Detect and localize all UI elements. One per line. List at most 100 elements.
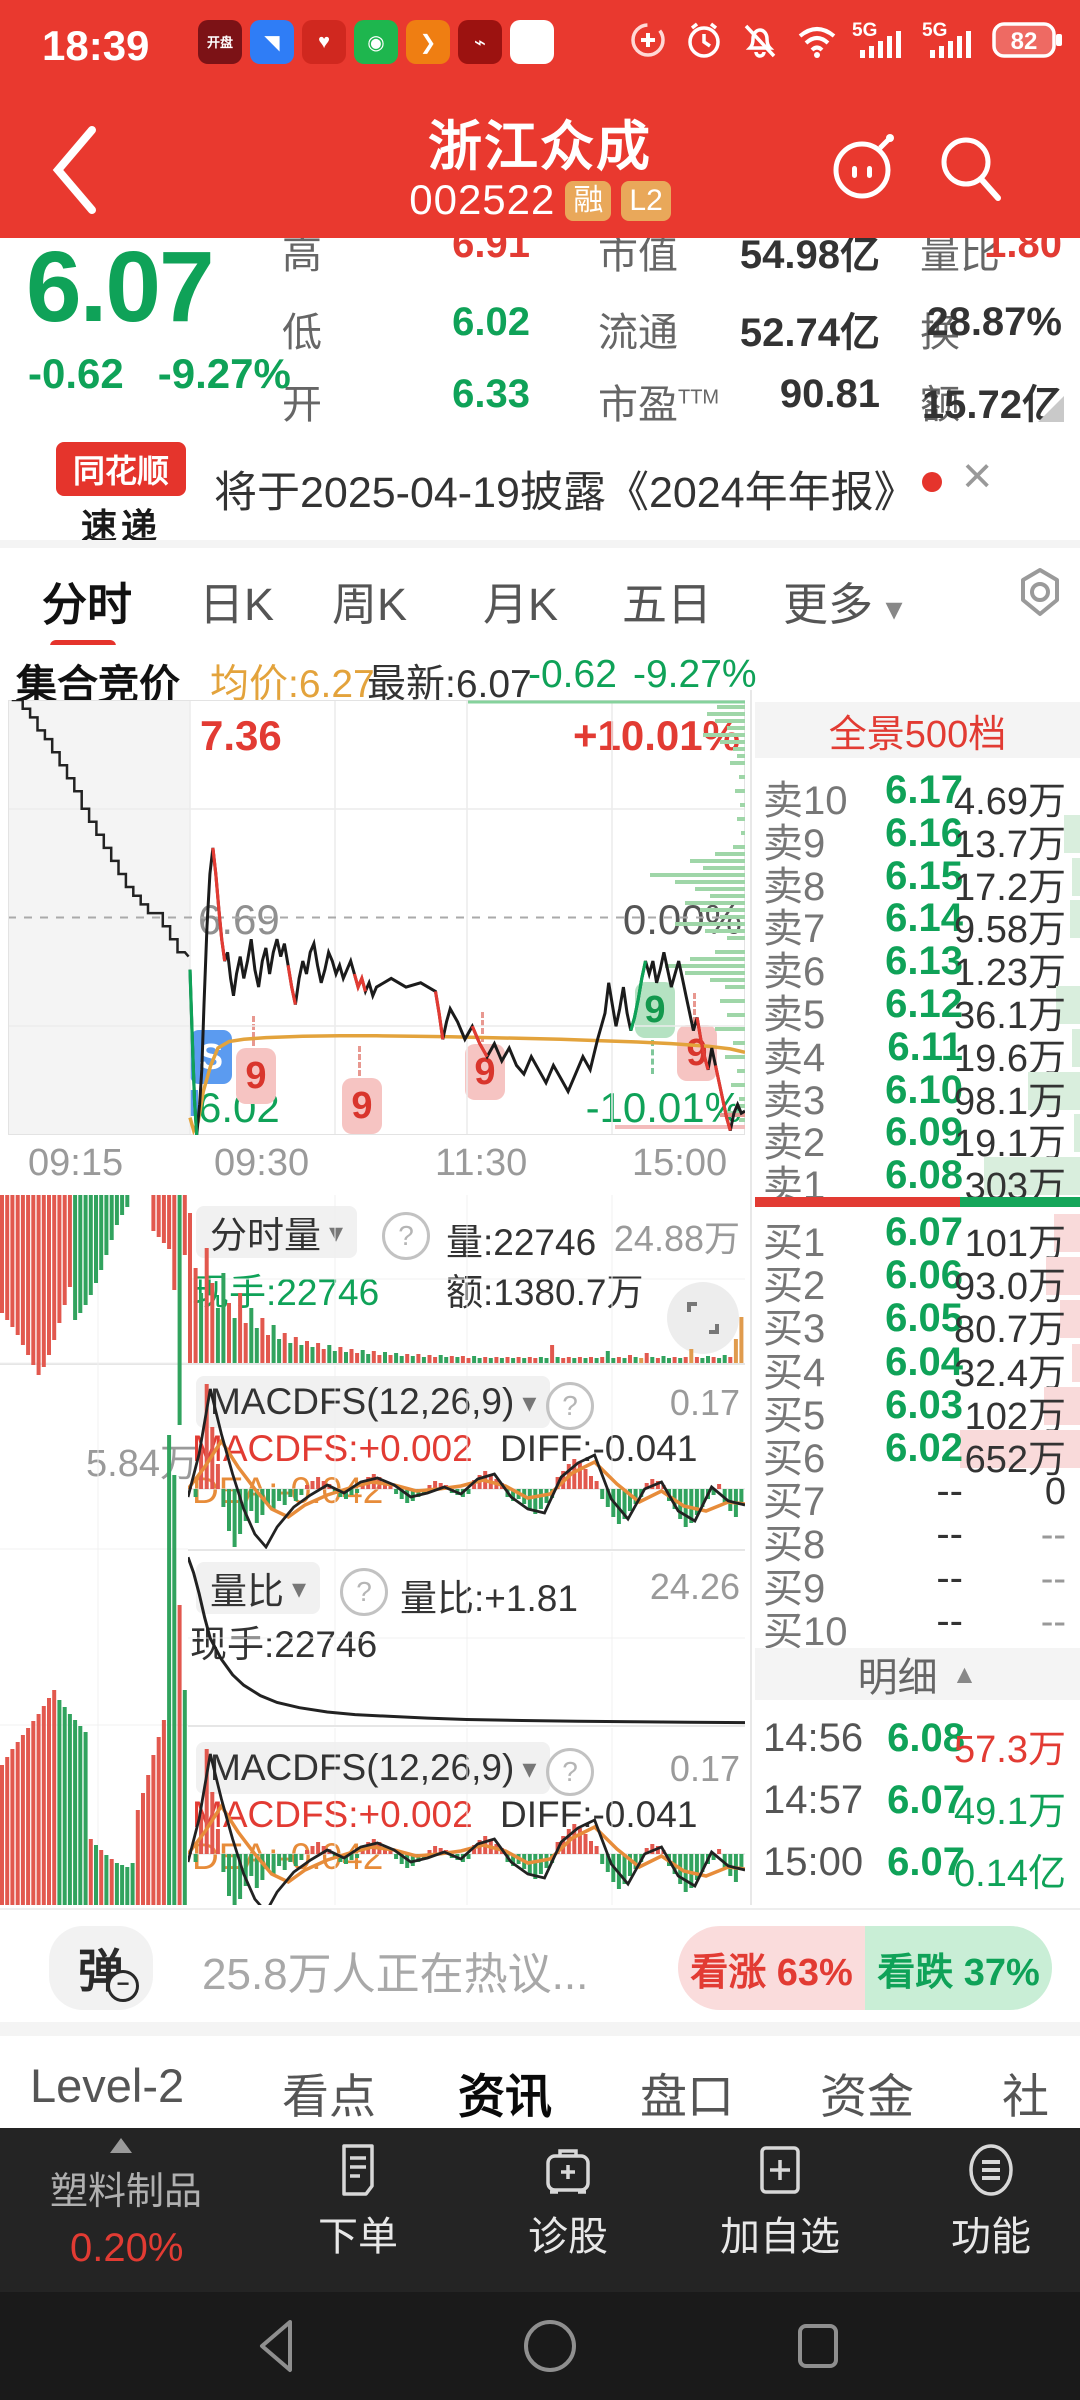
macd-pane-2[interactable]	[188, 1728, 745, 1905]
stat-label: 额	[920, 383, 960, 427]
sell-level-row[interactable]: 卖4 6.11 19.6万	[755, 1024, 1080, 1080]
liangbi-pane[interactable]	[188, 1552, 745, 1725]
help-icon[interactable]: ?	[546, 1748, 594, 1796]
unread-dot	[922, 472, 942, 492]
quote-panel[interactable]: 6.07 -0.62 -9.27% 高 6.91 低 6.02 开 6.33 市值 54.98…	[0, 238, 1080, 428]
stat-label: 市盈TTM	[598, 383, 720, 427]
detail-header[interactable]: 明细 ▲	[755, 1648, 1080, 1700]
stat-value: 6.02	[452, 300, 530, 344]
sell-level-row[interactable]: 卖6 6.13 1.23万	[755, 939, 1080, 994]
sell-level-row[interactable]: 卖8 6.15 17.2万	[755, 854, 1080, 909]
hot-discussion-text[interactable]: 25.8万人正在热议...	[202, 1950, 589, 1999]
trade-detail-row[interactable]: 14:56 6.08 57.3万	[755, 1716, 1080, 1771]
android-recents-button[interactable]	[788, 2316, 848, 2376]
tab-five-day[interactable]: 五日	[622, 579, 713, 630]
quote-stat-row: 流通 52.74亿	[0, 300, 1080, 355]
buy-level-row[interactable]: 买4 6.04 32.4万	[755, 1340, 1080, 1395]
help-icon[interactable]: ?	[340, 1568, 388, 1616]
level-price: 6.16	[885, 810, 963, 855]
buy-level-row[interactable]: 买7 -- 0	[755, 1469, 1080, 1524]
level-price: 6.05	[885, 1296, 963, 1341]
nav-add-watchlist[interactable]: 加自选	[695, 2140, 865, 2262]
bottom-nav: 塑料制品 0.20% 下单 诊股 加自选 功能	[0, 2128, 1080, 2292]
back-button[interactable]	[40, 120, 110, 220]
buy-level-row[interactable]: 买9 -- --	[755, 1556, 1080, 1611]
help-icon[interactable]: ?	[382, 1212, 430, 1260]
level-price: --	[936, 1598, 963, 1643]
quote-stat-row: 市值 54.98亿	[0, 238, 1080, 277]
buy-level-row[interactable]: 买6 6.02 652万	[755, 1426, 1080, 1481]
android-back-button[interactable]	[248, 2314, 308, 2378]
buy-level-row[interactable]: 买1 6.07 101万	[755, 1210, 1080, 1265]
level-price: 6.07	[885, 1210, 963, 1254]
volume-pane[interactable]	[188, 1195, 745, 1363]
macd-value: MACDFS:+0.002	[192, 1428, 473, 1469]
level-label: 卖6	[763, 950, 826, 995]
content-tab-5[interactable]: 资金	[820, 2070, 914, 2123]
tab-monthly-k[interactable]: 月K	[483, 579, 559, 630]
content-tab-4[interactable]: 盘口	[640, 2070, 734, 2123]
trade-detail-row[interactable]: 14:57 6.07 49.1万	[755, 1778, 1080, 1833]
liangbi-indicator-chip[interactable]: 量比 ▾	[196, 1562, 321, 1614]
buy-level-row[interactable]: 买3 6.05 80.7万	[755, 1296, 1080, 1351]
status-time: 18:39	[42, 22, 150, 69]
status-icons: 5G 5G 82	[626, 18, 1064, 62]
close-news-icon[interactable]: ×	[962, 447, 993, 505]
buy-level-row[interactable]: 买8 -- --	[755, 1512, 1080, 1567]
sentiment-widget[interactable]: 看涨 63% 看跌 37%	[678, 1926, 1052, 2010]
auction-volume-pane[interactable]	[0, 1195, 188, 1905]
detail-price: 6.08	[887, 1716, 965, 1760]
chart-settings-icon[interactable]	[1012, 564, 1068, 620]
tab-more[interactable]: 更多 ▾	[783, 579, 903, 630]
help-icon[interactable]: ?	[546, 1382, 594, 1430]
volume-indicator-chip[interactable]: 分时量 ▾	[196, 1206, 358, 1258]
bearish-percent[interactable]: 看跌 37%	[865, 1926, 1052, 2010]
nav-place-order[interactable]: 下单	[273, 2140, 443, 2262]
buy-level-row[interactable]: 买5 6.03 102万	[755, 1383, 1080, 1438]
buy-level-row[interactable]: 买10 -- --	[755, 1598, 1080, 1654]
level-price: 6.11	[887, 1024, 963, 1069]
nav-functions[interactable]: 功能	[906, 2140, 1076, 2262]
tab-weekly-k[interactable]: 周K	[332, 579, 408, 630]
trade-detail-row[interactable]: 15:00 6.07 0.14亿	[755, 1840, 1080, 1895]
level-label: 买7	[763, 1480, 826, 1525]
sector-name[interactable]: 塑料制品	[50, 2171, 203, 2213]
expand-quote-triangle[interactable]	[1038, 396, 1064, 422]
quote-stat-row: 低 6.02	[0, 300, 1080, 355]
search-button[interactable]	[930, 128, 1010, 208]
danmu-toggle-button[interactable]: 弹 −	[49, 1926, 153, 2010]
orderbook-header[interactable]: 全景500档	[755, 702, 1080, 758]
buy-level-row[interactable]: 买2 6.06 93.0万	[755, 1253, 1080, 1308]
sell-level-row[interactable]: 卖7 6.14 9.58万	[755, 896, 1080, 951]
stat-label: 量比	[920, 238, 1000, 277]
tab-daily-k[interactable]: 日K	[199, 579, 275, 630]
macd-indicator-chip[interactable]: MACDFS(12,26,9) ▾	[196, 1376, 551, 1428]
sell-level-row[interactable]: 卖1 6.08 303万	[755, 1153, 1080, 1208]
nav-diagnose-stock[interactable]: 诊股	[483, 2140, 653, 2262]
last-price: 6.07	[26, 238, 215, 343]
macd-pane[interactable]	[188, 1366, 745, 1549]
stat-value: 6.91	[452, 238, 530, 266]
sell-level-row[interactable]: 卖9 6.16 13.7万	[755, 810, 1080, 866]
level-label: 买6	[763, 1437, 826, 1481]
timeshare-chart-canvas[interactable]	[8, 700, 745, 1135]
content-tab-2[interactable]: 看点	[282, 2070, 376, 2123]
content-tab-3[interactable]: 资讯	[458, 2070, 552, 2123]
bullish-percent[interactable]: 看涨 63%	[678, 1926, 865, 2010]
android-home-button[interactable]	[518, 2314, 582, 2378]
news-banner[interactable]: 同花顺 速递 将于2025-04-19披露《2024年年报》 ×	[0, 428, 1080, 547]
expand-chart-button[interactable]	[667, 1282, 739, 1354]
sell-level-row[interactable]: 卖10 6.17 4.69万	[755, 768, 1080, 823]
level-volume: 93.0万	[954, 1266, 1066, 1309]
time-axis-1500: 15:00	[632, 1142, 728, 1184]
tab-fenshi[interactable]: 分时	[42, 568, 132, 652]
sell-level-row[interactable]: 卖3 6.10 98.1万	[755, 1068, 1080, 1123]
stat-value: 15.72亿	[921, 383, 1062, 427]
content-tab-1[interactable]: Level-2	[30, 2059, 185, 2112]
sell-level-row[interactable]: 卖2 6.09 19.1万	[755, 1110, 1080, 1165]
sell-level-row[interactable]: 卖5 6.12 36.1万	[755, 982, 1080, 1037]
volume-value: 量:22746	[446, 1222, 597, 1263]
robot-assistant-button[interactable]	[822, 128, 902, 208]
macd2-indicator-chip[interactable]: MACDFS(12,26,9) ▾	[196, 1742, 551, 1794]
news-text: 将于2025-04-19披露《2024年年报》	[214, 469, 917, 517]
